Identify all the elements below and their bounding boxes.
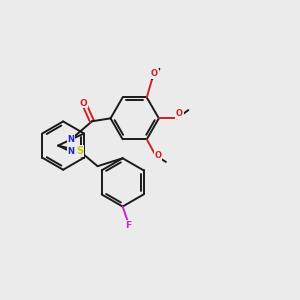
Text: O: O [154, 151, 161, 160]
Text: O: O [151, 69, 158, 78]
Text: O: O [80, 98, 88, 107]
Text: O: O [176, 109, 183, 118]
Text: N: N [67, 135, 74, 144]
Text: S: S [76, 146, 83, 156]
Text: N: N [67, 147, 74, 156]
Text: F: F [125, 221, 132, 230]
